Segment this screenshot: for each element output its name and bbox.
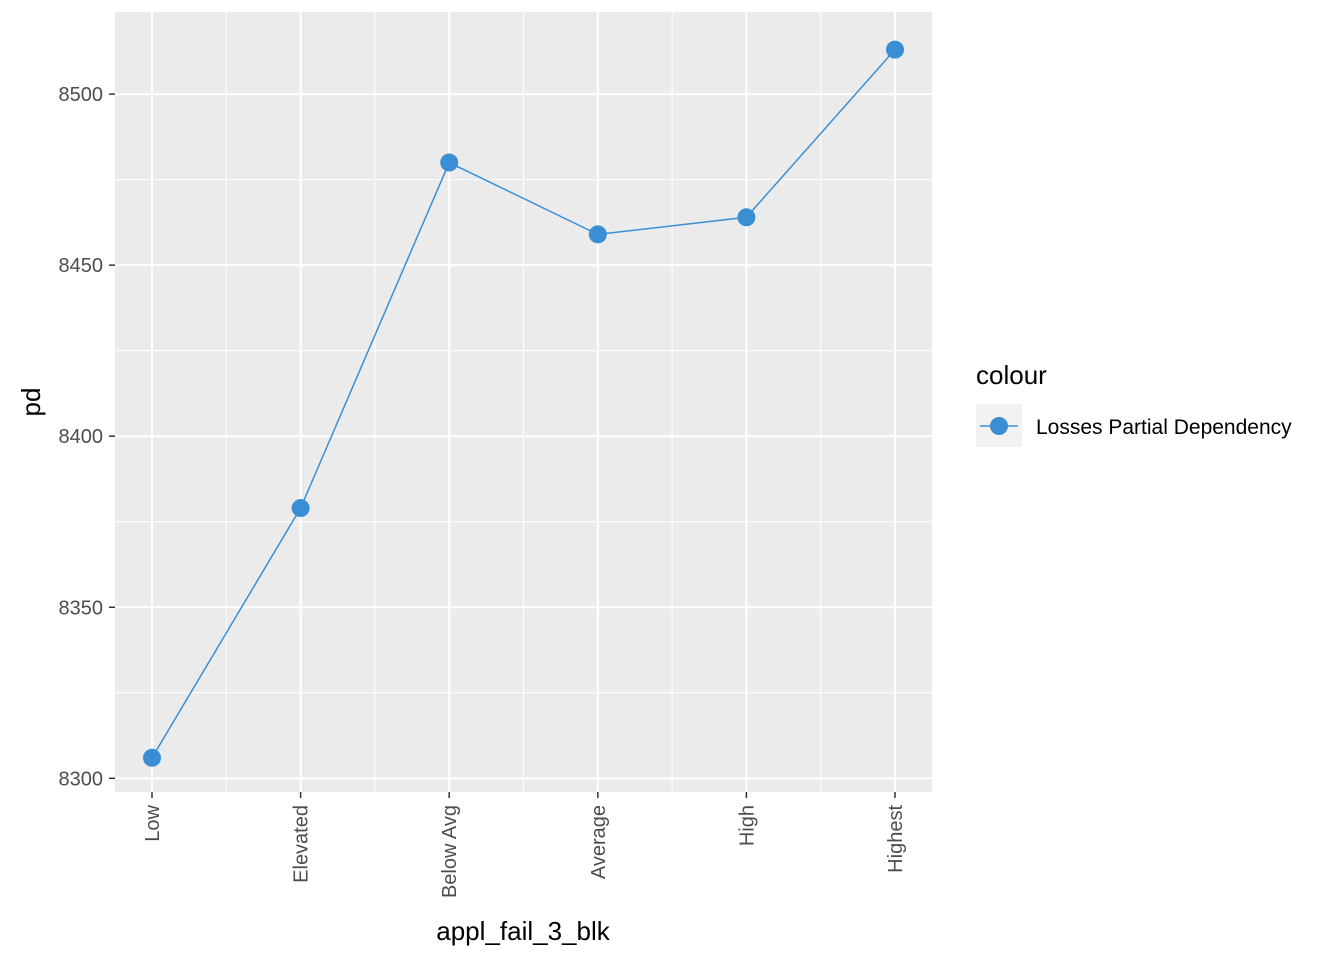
data-point xyxy=(440,153,459,172)
legend-title: colour xyxy=(976,360,1047,390)
x-tick-label: Average xyxy=(588,805,610,879)
grid-major xyxy=(115,12,932,792)
y-tick-label: 8450 xyxy=(59,255,104,277)
x-tick-label: Highest xyxy=(885,805,907,873)
x-tick-label: Low xyxy=(142,804,164,841)
x-tick-label: High xyxy=(736,805,758,846)
y-axis-ticks: 8300 8350 8400 8450 8500 xyxy=(59,84,115,790)
y-tick-label: 8500 xyxy=(59,84,104,106)
y-tick-label: 8400 xyxy=(59,426,104,448)
y-tick-label: 8350 xyxy=(59,597,104,619)
x-tick-label: Elevated xyxy=(291,805,313,883)
data-point xyxy=(588,225,607,244)
y-axis-title: pd xyxy=(16,388,46,417)
x-axis-ticks: Low Elevated Below Avg Average High Highest xyxy=(142,792,907,898)
x-tick-label: Below Avg xyxy=(439,805,461,898)
legend: colour Losses Partial Dependency xyxy=(976,360,1292,447)
grid-minor xyxy=(115,12,932,792)
series-layer xyxy=(143,40,904,767)
series-line xyxy=(151,49,896,759)
legend-label: Losses Partial Dependency xyxy=(1036,416,1292,439)
data-point xyxy=(886,40,904,59)
legend-key-point xyxy=(990,417,1008,435)
data-point xyxy=(291,499,310,518)
x-axis-title: appl_fail_3_blk xyxy=(436,916,610,946)
data-point xyxy=(737,208,756,227)
y-tick-label: 8300 xyxy=(59,768,104,790)
data-point xyxy=(143,748,161,767)
